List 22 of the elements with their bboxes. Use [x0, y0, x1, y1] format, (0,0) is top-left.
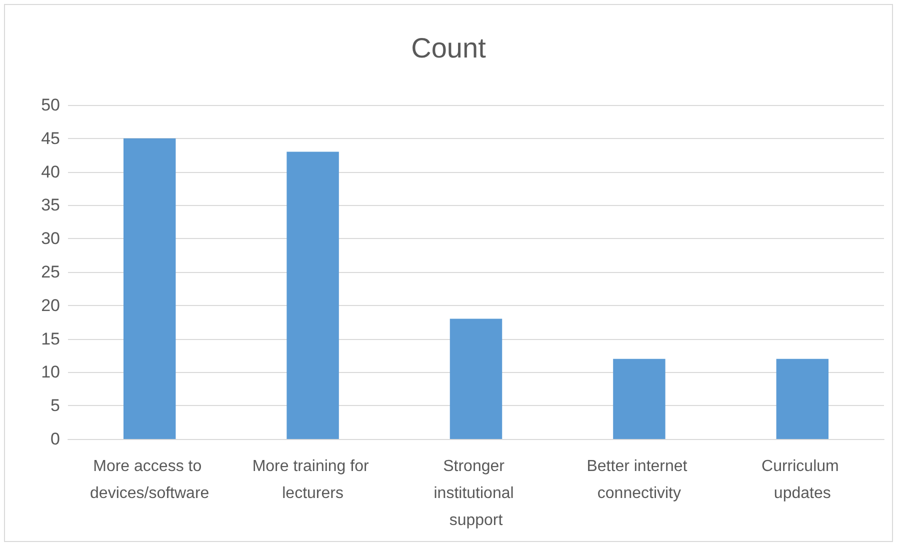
x-tick-label: Curriculum updates [762, 458, 844, 502]
y-tick-label: 30 [41, 229, 60, 248]
y-tick-label: 45 [41, 128, 60, 148]
y-tick-label: 40 [41, 162, 60, 182]
y-tick-label: 35 [41, 196, 60, 215]
x-tick-label: Better internet connectivity [586, 458, 692, 502]
x-tick-label: Stronger institutional support [434, 458, 518, 529]
x-tick-label: More access to devices/software [90, 458, 210, 502]
y-tick-label: 10 [41, 362, 60, 382]
x-tick-label: More training for lecturers [252, 458, 374, 502]
y-tick-label: 20 [41, 296, 60, 315]
y-tick-label: 50 [41, 96, 60, 114]
bar [776, 358, 829, 439]
y-tick-label: 0 [50, 430, 60, 448]
y-tick-label: 25 [41, 262, 60, 282]
bar [123, 138, 176, 439]
bar [613, 358, 666, 439]
y-tick-label: 5 [50, 396, 60, 416]
bar [450, 318, 502, 439]
bar [286, 152, 339, 439]
y-tick-label: 15 [41, 329, 60, 348]
chart-title: Count [411, 32, 486, 64]
